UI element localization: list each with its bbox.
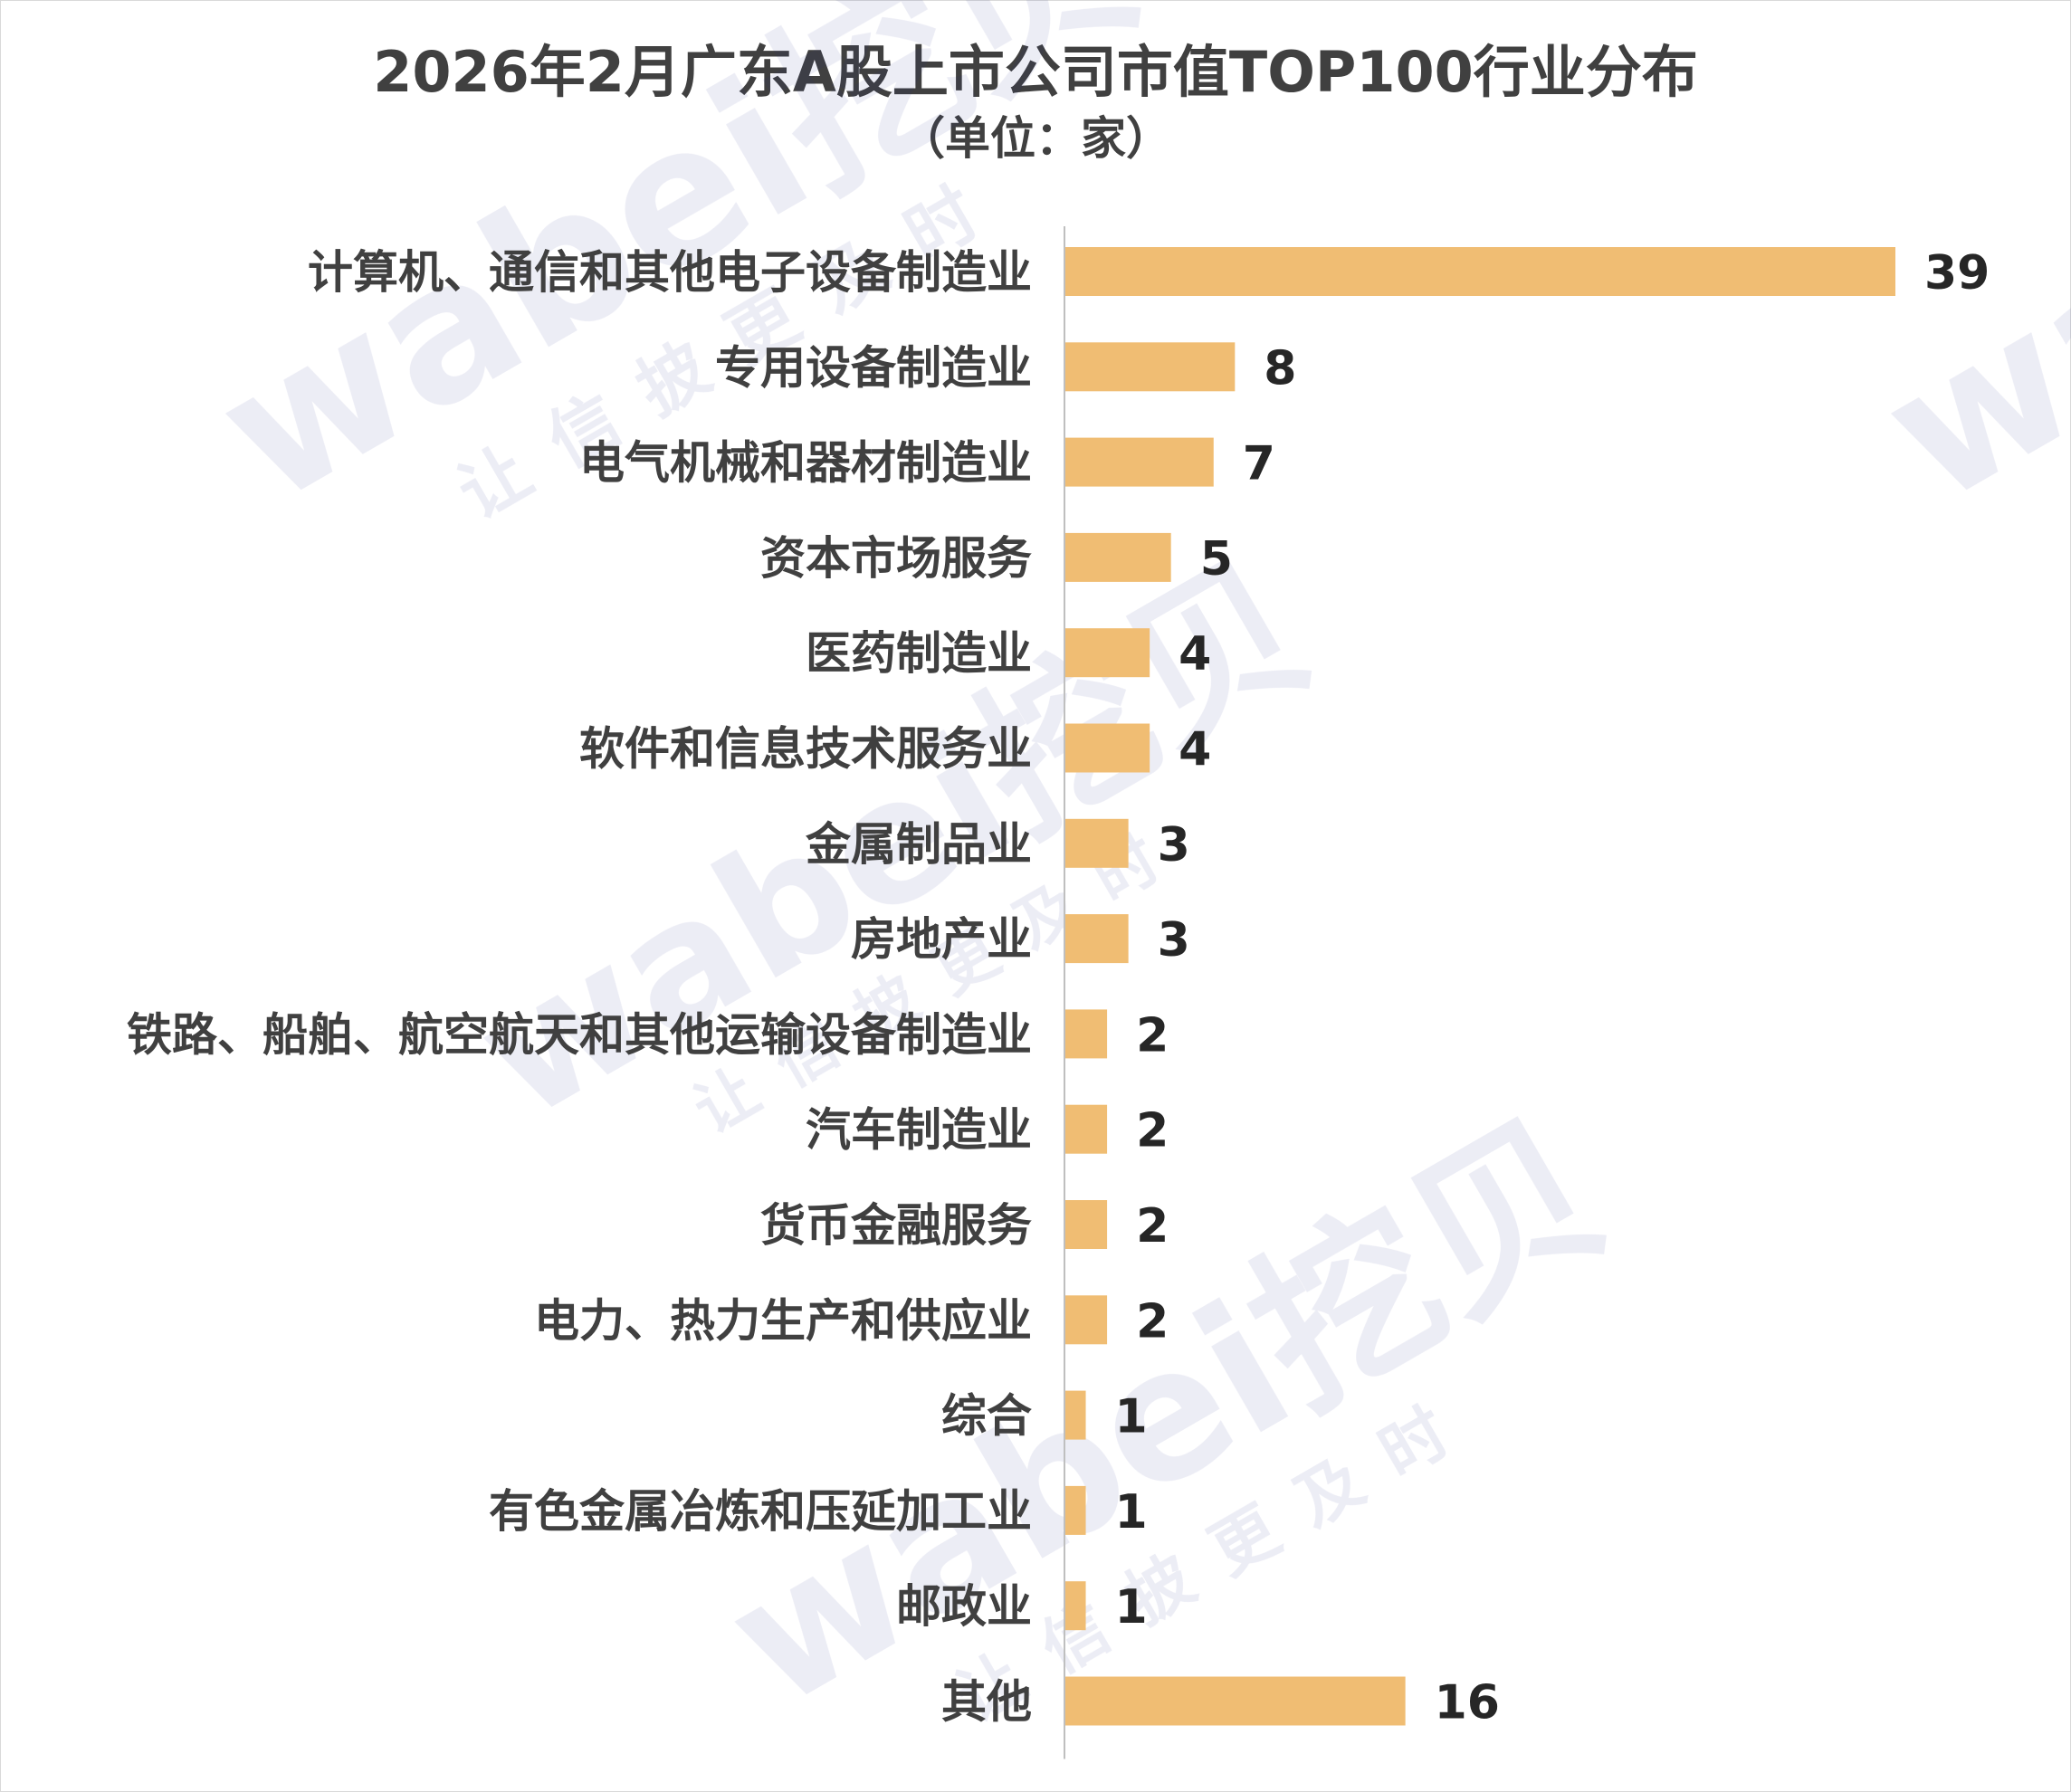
category-label-2: 电气机械和器材制造业 (579, 437, 1032, 490)
bar-10 (1064, 1200, 1108, 1249)
value-label-15: 16 (1435, 1676, 1500, 1730)
category-label-11: 电力、热力生产和供应业 (534, 1294, 1032, 1347)
value-label-11: 2 (1136, 1294, 1169, 1349)
bar-7 (1064, 914, 1129, 964)
bar-14 (1064, 1581, 1086, 1631)
bar-3 (1064, 532, 1171, 582)
value-label-12: 1 (1115, 1390, 1148, 1444)
bar-12 (1064, 1390, 1086, 1440)
value-label-14: 1 (1115, 1580, 1148, 1635)
value-labels: 39 8 75 4 4 3 3 2 2 2 2 1 1 1 16 (1115, 246, 1990, 1730)
bar-9 (1064, 1104, 1108, 1154)
category-label-5: 软件和信息技术服务业 (579, 723, 1032, 776)
chart-subtitle: （单位：家） (900, 112, 1171, 165)
bar-2 (1064, 437, 1214, 487)
value-label-5: 4 (1179, 723, 1211, 777)
category-label-1: 专用设备制造业 (715, 341, 1032, 394)
chart-title: 2026年2月广东A股上市公司市值TOP100行业分布 (373, 39, 1698, 105)
value-label-1: 8 (1264, 341, 1296, 396)
bar-13 (1064, 1485, 1086, 1535)
bar-6 (1064, 818, 1129, 868)
bars-group (1064, 247, 1895, 1726)
bar-5 (1064, 723, 1150, 773)
bar-8 (1064, 1009, 1108, 1059)
value-label-9: 2 (1136, 1104, 1169, 1158)
category-label-4: 医药制造业 (806, 627, 1032, 680)
value-label-8: 2 (1136, 1008, 1169, 1063)
category-label-14: 邮政业 (896, 1580, 1032, 1633)
category-label-6: 金属制品业 (806, 818, 1032, 871)
category-label-0: 计算机、通信和其他电子设备制造业 (308, 246, 1032, 299)
value-label-13: 1 (1115, 1485, 1148, 1539)
bar-1 (1064, 342, 1236, 392)
category-label-9: 汽车制造业 (806, 1104, 1032, 1157)
category-label-13: 有色金属冶炼和压延加工业 (489, 1485, 1032, 1538)
category-label-15: 其他 (941, 1676, 1032, 1729)
value-label-10: 2 (1136, 1199, 1169, 1253)
value-label-7: 3 (1158, 913, 1190, 967)
category-label-10: 货币金融服务 (760, 1199, 1032, 1252)
category-label-7: 房地产业 (851, 913, 1032, 966)
bar-11 (1064, 1295, 1108, 1345)
value-label-0: 39 (1924, 246, 1990, 300)
bar-4 (1064, 628, 1150, 678)
value-label-2: 7 (1243, 437, 1275, 491)
category-label-3: 资本市场服务 (760, 532, 1032, 585)
category-label-8: 铁路、船舶、航空航天和其他运输设备制造业 (127, 1008, 1032, 1061)
watermark-brand: wabei挖贝 (695, 1082, 1637, 1748)
category-label-12: 综合 (941, 1390, 1032, 1443)
category-labels: 计算机、通信和其他电子设备制造业专用设备制造业电气机械和器材制造业资本市场服务医… (127, 246, 1032, 1729)
bar-15 (1064, 1676, 1406, 1726)
value-label-4: 4 (1179, 627, 1211, 682)
value-label-3: 5 (1200, 532, 1233, 586)
bar-0 (1064, 247, 1895, 296)
value-label-6: 3 (1158, 818, 1190, 872)
